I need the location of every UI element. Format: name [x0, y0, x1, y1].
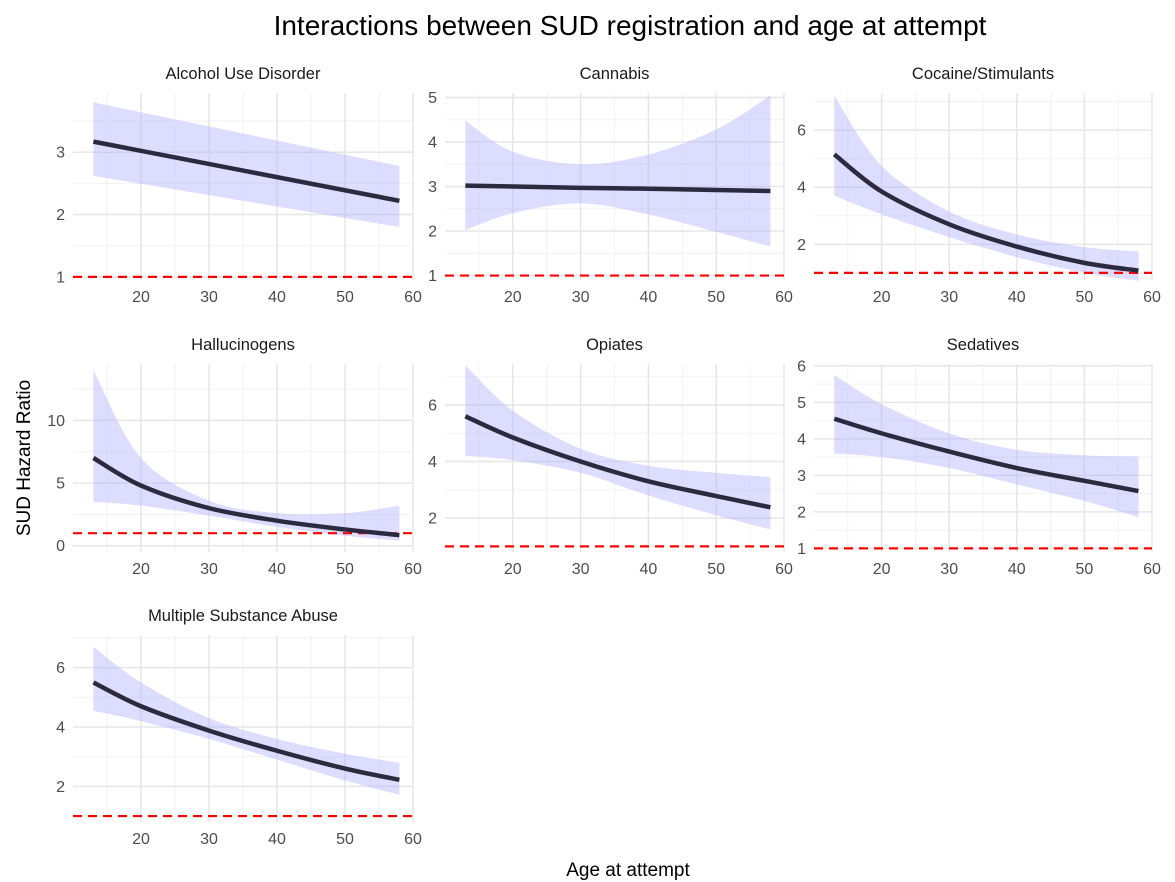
x-tick-label: 30: [940, 289, 958, 306]
y-tick-label: 5: [797, 395, 806, 412]
panel-6: Sedatives 1 2 3 4 5 6 20 30 40 50 60: [797, 336, 1161, 578]
x-tick-label: 60: [1143, 289, 1161, 306]
y-tick-label: 4: [428, 134, 437, 151]
facet-title: Cocaine/Stimulants: [912, 65, 1054, 83]
x-tick-label: 50: [1076, 561, 1094, 578]
x-tick-label: 20: [132, 561, 150, 578]
facet-title: Sedatives: [947, 336, 1019, 354]
y-tick-label: 2: [797, 504, 806, 521]
x-tick-label: 50: [336, 289, 354, 306]
confidence-band: [465, 365, 771, 530]
x-tick-label: 40: [268, 831, 286, 848]
y-tick-label: 2: [56, 779, 65, 796]
x-tick-label: 30: [200, 289, 218, 306]
y-tick-label: 2: [428, 511, 437, 528]
y-tick-label: 4: [797, 431, 806, 448]
panel-7: Multiple Substance Abuse 2 4 6 20 30 40 50 60: [56, 607, 422, 848]
x-tick-label: 20: [132, 831, 150, 848]
facet-title: Opiates: [586, 336, 643, 354]
y-tick-label: 6: [797, 123, 806, 140]
x-tick-label: 20: [132, 289, 150, 306]
confidence-band: [93, 646, 400, 795]
confidence-band: [834, 374, 1139, 518]
facet-title: Hallucinogens: [191, 336, 295, 354]
chart-title: Interactions between SUD registration an…: [274, 10, 987, 41]
x-tick-label: 50: [336, 831, 354, 848]
y-tick-label: 6: [428, 397, 437, 414]
panel-3: Cocaine/Stimulants 2 4 6 20 30 40 50 60: [797, 65, 1161, 306]
x-tick-label: 60: [1143, 561, 1161, 578]
x-tick-label: 40: [268, 561, 286, 578]
confidence-band: [93, 102, 400, 228]
panel-1: Alcohol Use Disorder 1 2 3 20 30 40 50 60: [56, 65, 422, 306]
x-tick-label: 40: [1008, 561, 1026, 578]
x-tick-label: 20: [504, 289, 522, 306]
x-tick-label: 60: [404, 561, 422, 578]
x-tick-label: 30: [940, 561, 958, 578]
y-tick-label: 0: [56, 538, 65, 555]
y-tick-label: 2: [797, 237, 806, 254]
x-tick-label: 40: [1008, 289, 1026, 306]
y-tick-label: 5: [56, 476, 65, 493]
facet-title: Alcohol Use Disorder: [166, 65, 321, 83]
fit-line: [464, 414, 771, 510]
x-tick-label: 60: [404, 289, 422, 306]
fit-line: [465, 183, 771, 194]
fit-line: [92, 456, 400, 538]
y-tick-label: 4: [56, 720, 65, 737]
panel-4: Hallucinogens 0 5 10 20 30 40 50 60: [47, 336, 422, 578]
y-tick-label: 6: [797, 358, 806, 375]
x-tick-label: 20: [504, 561, 522, 578]
x-tick-label: 40: [268, 289, 286, 306]
panel-2: Cannabis 1 2 3 4 5 20 30 40 50 60: [428, 65, 793, 306]
y-tick-label: 1: [428, 268, 437, 285]
y-tick-label: 4: [797, 180, 806, 197]
y-tick-label: 2: [56, 207, 65, 224]
x-tick-label: 30: [200, 561, 218, 578]
x-tick-label: 40: [640, 289, 658, 306]
y-axis-label: SUD Hazard Ratio: [14, 380, 35, 536]
x-tick-label: 30: [572, 561, 590, 578]
x-tick-label: 60: [775, 289, 793, 306]
x-tick-label: 20: [873, 561, 891, 578]
x-tick-label: 50: [707, 289, 725, 306]
x-tick-label: 60: [775, 561, 793, 578]
x-tick-label: 50: [1076, 289, 1094, 306]
confidence-band: [465, 95, 771, 247]
x-tick-label: 20: [873, 289, 891, 306]
y-tick-label: 4: [428, 454, 437, 471]
x-tick-label: 50: [707, 561, 725, 578]
x-axis-label: Age at attempt: [566, 860, 690, 881]
y-tick-label: 5: [428, 90, 437, 107]
x-tick-label: 30: [200, 831, 218, 848]
y-tick-label: 6: [56, 660, 65, 677]
y-tick-label: 3: [428, 179, 437, 196]
x-tick-label: 60: [404, 831, 422, 848]
y-tick-label: 2: [428, 224, 437, 241]
y-tick-label: 1: [797, 541, 806, 558]
x-tick-label: 50: [336, 561, 354, 578]
facet-title: Cannabis: [580, 65, 650, 83]
panel-5: Opiates 2 4 6 20 30 40 50 60: [428, 336, 793, 578]
y-tick-label: 3: [797, 468, 806, 485]
y-tick-label: 10: [47, 413, 65, 430]
y-tick-label: 1: [56, 269, 65, 286]
fit-line: [833, 416, 1139, 494]
x-tick-label: 30: [572, 289, 590, 306]
confidence-band: [834, 95, 1139, 281]
y-tick-label: 3: [56, 145, 65, 162]
fit-line: [832, 152, 1139, 273]
facet-title: Multiple Substance Abuse: [148, 607, 338, 625]
fit-line: [92, 139, 400, 204]
x-tick-label: 40: [640, 561, 658, 578]
fit-line: [92, 680, 400, 783]
